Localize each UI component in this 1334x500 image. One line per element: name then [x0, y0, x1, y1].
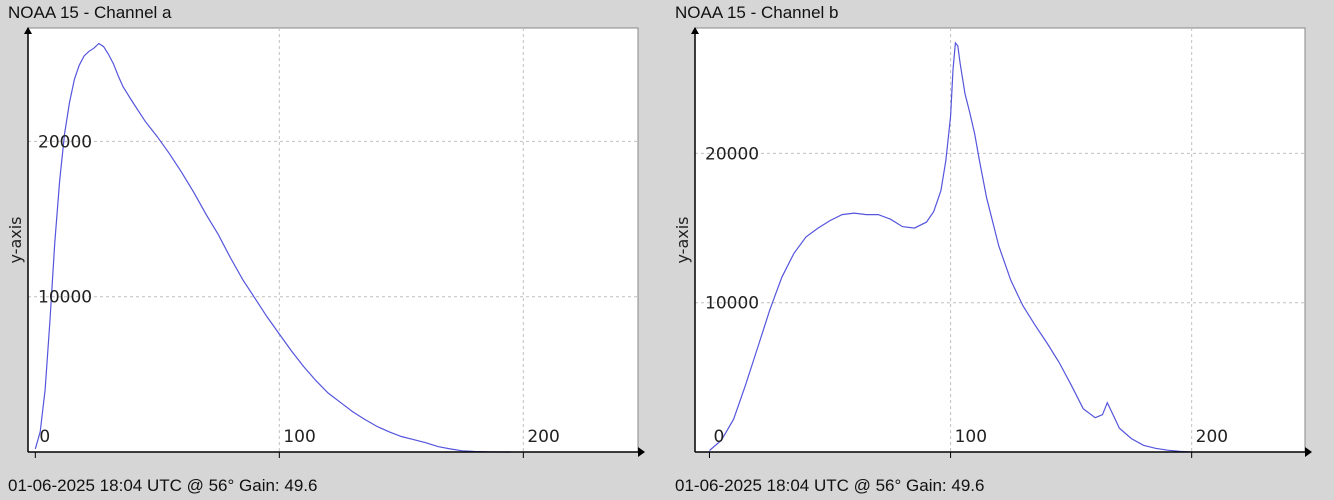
y-tick-label: 20000: [705, 144, 759, 164]
x-tick-label: 0: [713, 427, 724, 447]
y-tick-label: 20000: [38, 132, 92, 152]
chart-panel-channel-b: NOAA 15 - Channel b 0 100 200 10000 20000 y-a…: [667, 0, 1334, 500]
chart-footer: 01-06-2025 18:04 UTC @ 56° Gain: 49.6: [8, 476, 318, 495]
plot-area: [694, 27, 1306, 453]
x-axis-arrow: [638, 447, 645, 457]
chart-title: NOAA 15 - Channel a: [8, 3, 172, 22]
chart-plot: 0 100 200 10000 20000 y-axis: [6, 27, 645, 458]
x-tick-label: 100: [283, 427, 315, 447]
y-axis-arrow: [691, 27, 699, 34]
series-line: [709, 41, 1192, 453]
y-axis-arrow: [24, 27, 32, 34]
y-axis-label: y-axis: [6, 216, 25, 263]
x-axis-arrow: [1305, 447, 1312, 457]
plot-area: [27, 27, 639, 453]
chart-title: NOAA 15 - Channel b: [675, 3, 839, 22]
chart-plot: 0 100 200 10000 20000 y-axis: [673, 27, 1312, 458]
x-tick-label: 100: [955, 427, 987, 447]
chart-panel-channel-a: NOAA 15 - Channel a 0 100 200 10000 20000 y-a…: [6, 3, 645, 495]
chart-footer: 01-06-2025 18:04 UTC @ 56° Gain: 49.6: [675, 476, 985, 495]
y-tick-label: 10000: [705, 294, 759, 314]
x-tick-label: 0: [39, 427, 50, 447]
x-tick-label: 200: [1196, 427, 1228, 447]
series-line: [34, 42, 512, 453]
y-tick-label: 10000: [38, 288, 92, 308]
y-axis-label: y-axis: [673, 216, 692, 263]
x-tick-label: 200: [527, 427, 559, 447]
